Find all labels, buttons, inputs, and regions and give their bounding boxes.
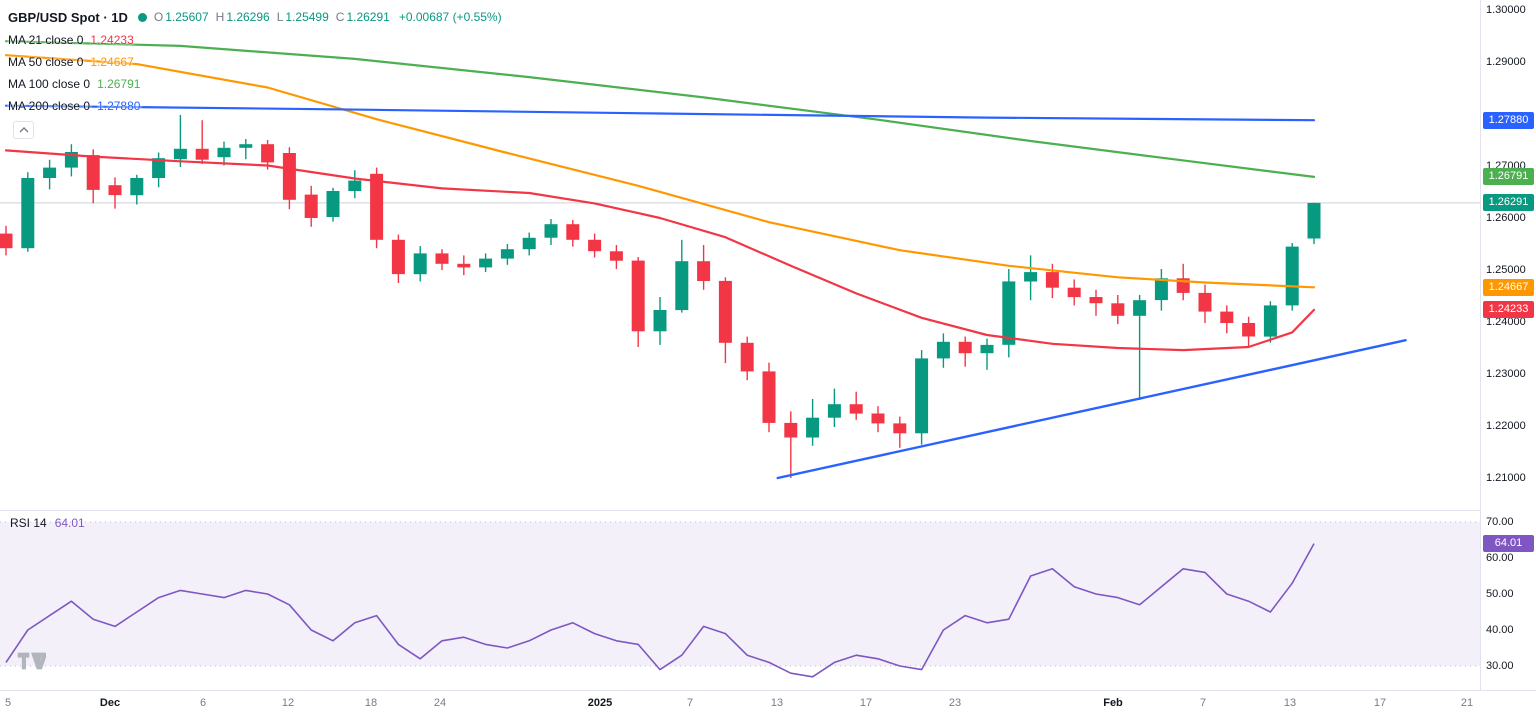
ohlc-key: C bbox=[335, 10, 345, 24]
ma-21-line bbox=[4, 149, 1316, 352]
price-badge: 1.27880 bbox=[1483, 111, 1534, 129]
trendline bbox=[776, 339, 1407, 480]
market-status-dot bbox=[137, 12, 147, 22]
ma-legend-row[interactable]: MA 200 close 0 1.27880 bbox=[8, 95, 502, 117]
ma-legend-row[interactable]: MA 100 close 0 1.26791 bbox=[8, 73, 502, 95]
price-tick-label: 1.30000 bbox=[1486, 4, 1526, 16]
price-tick-label: 1.25000 bbox=[1486, 264, 1526, 276]
rsi-tick-label: 40.00 bbox=[1486, 624, 1514, 636]
time-tick-label: 24 bbox=[433, 697, 447, 709]
ma-legend-row[interactable]: MA 50 close 0 1.24667 bbox=[8, 51, 502, 73]
time-tick-label: 13 bbox=[770, 697, 784, 709]
ohlc-key: O bbox=[153, 10, 164, 24]
ma-legend-row[interactable]: MA 21 close 0 1.24233 bbox=[8, 29, 502, 51]
rsi-tick-label: 70.00 bbox=[1486, 516, 1514, 528]
time-tick-label: 12 bbox=[281, 697, 295, 709]
chevron-up-icon bbox=[19, 127, 28, 133]
ohlc-value: +0.00687 (+0.55%) bbox=[398, 10, 502, 24]
price-badge: 1.24667 bbox=[1483, 278, 1534, 296]
price-tick-label: 1.26000 bbox=[1486, 212, 1526, 224]
price-axis[interactable]: 1.30000 1.29000 1.27000 1.26000 1.25000 1.240… bbox=[1480, 0, 1536, 690]
time-tick-label: 21 bbox=[1460, 697, 1474, 709]
collapse-legend-button[interactable] bbox=[13, 121, 34, 139]
price-badge: 1.24233 bbox=[1483, 301, 1534, 319]
ma-50-line bbox=[4, 54, 1316, 289]
time-tick-label: Feb bbox=[1103, 697, 1123, 709]
time-tick-label: 17 bbox=[859, 697, 873, 709]
ma-legend-label: MA 200 close 0 bbox=[8, 99, 91, 113]
ohlc-values: O 1.25607 H 1.26296 L 1.25499 C 1.26291 +0.00687… bbox=[147, 10, 502, 24]
rsi-value: 64.01 bbox=[54, 516, 85, 530]
rsi-label: RSI 14 bbox=[10, 516, 47, 530]
symbol-row[interactable]: GBP/USD Spot · 1D O 1.25607 H 1.26296 L 1.254… bbox=[8, 5, 502, 29]
candles bbox=[0, 115, 1321, 478]
ohlc-value: 1.26296 bbox=[226, 10, 270, 24]
price-badge: 1.26791 bbox=[1483, 168, 1534, 186]
time-tick-label: 7 bbox=[1199, 697, 1207, 709]
rsi-legend[interactable]: RSI 14 64.01 bbox=[10, 516, 85, 530]
price-tick-label: 1.29000 bbox=[1486, 56, 1526, 68]
ohlc-value: 1.26291 bbox=[346, 10, 390, 24]
rsi-tick-label: 60.00 bbox=[1486, 552, 1514, 564]
ma-legend-value: 1.27880 bbox=[97, 99, 141, 113]
ma-legend-value: 1.24233 bbox=[90, 33, 134, 47]
price-tick-label: 1.23000 bbox=[1486, 368, 1526, 380]
time-tick-label: 7 bbox=[686, 697, 694, 709]
price-tick-label: 1.22000 bbox=[1486, 420, 1526, 432]
chart-legend: GBP/USD Spot · 1D O 1.25607 H 1.26296 L 1.254… bbox=[8, 5, 502, 117]
price-badge: 1.26291 bbox=[1483, 194, 1534, 212]
ma-legend-label: MA 50 close 0 bbox=[8, 55, 84, 69]
ma-legend-label: MA 21 close 0 bbox=[8, 33, 84, 47]
price-tick-label: 1.21000 bbox=[1486, 472, 1526, 484]
time-tick-label: 6 bbox=[199, 697, 207, 709]
ma-100-line bbox=[4, 40, 1316, 178]
ma-200-line bbox=[4, 104, 1316, 122]
time-tick-label: 2025 bbox=[587, 697, 613, 709]
tradingview-logo[interactable] bbox=[16, 650, 48, 677]
time-tick-label: 23 bbox=[948, 697, 962, 709]
rsi-tick-label: 50.00 bbox=[1486, 588, 1514, 600]
symbol-title[interactable]: GBP/USD Spot · 1D bbox=[8, 9, 128, 25]
tradingview-logo-icon bbox=[17, 652, 48, 670]
time-tick-label: 13 bbox=[1283, 697, 1297, 709]
ma-legend-value: 1.26791 bbox=[97, 77, 141, 91]
ohlc-key: L bbox=[276, 10, 284, 24]
time-tick-label: 18 bbox=[364, 697, 378, 709]
price-tick-label: 1.24000 bbox=[1486, 316, 1526, 328]
ohlc-value: 1.25499 bbox=[285, 10, 329, 24]
time-axis[interactable]: 5 Dec 6 12 18 24 2025 7 13 17 23 Feb 7 13 17 21 bbox=[0, 690, 1536, 716]
ma-legend-label: MA 100 close 0 bbox=[8, 77, 91, 91]
rsi-tick-label: 30.00 bbox=[1486, 660, 1514, 672]
ma-legend-value: 1.24667 bbox=[90, 55, 134, 69]
rsi-badge: 64.01 bbox=[1483, 535, 1534, 553]
ohlc-key: H bbox=[215, 10, 225, 24]
time-tick-label: 17 bbox=[1373, 697, 1387, 709]
ohlc-value: 1.25607 bbox=[165, 10, 209, 24]
rsi-line bbox=[5, 543, 1315, 678]
time-tick-label: Dec bbox=[99, 697, 121, 709]
ma-legend-rows: MA 21 close 0 1.24233 MA 50 close 0 1.24667… bbox=[8, 29, 502, 117]
time-tick-label: 5 bbox=[4, 697, 12, 709]
